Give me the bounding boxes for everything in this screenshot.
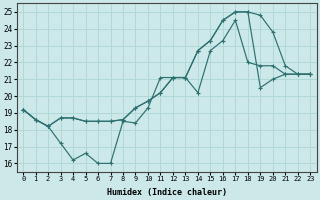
- X-axis label: Humidex (Indice chaleur): Humidex (Indice chaleur): [107, 188, 227, 197]
